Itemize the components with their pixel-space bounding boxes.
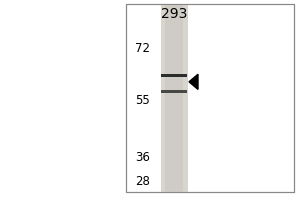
Polygon shape xyxy=(189,74,198,89)
Bar xyxy=(126,4,294,192)
Text: 293: 293 xyxy=(161,7,187,21)
Bar xyxy=(161,90,187,93)
Text: 28: 28 xyxy=(135,175,150,188)
Bar xyxy=(126,4,294,192)
Bar xyxy=(126,4,294,192)
Text: 72: 72 xyxy=(135,42,150,55)
Bar xyxy=(164,4,183,192)
Bar xyxy=(160,4,188,192)
Bar xyxy=(161,74,187,77)
Text: 36: 36 xyxy=(135,151,150,164)
Text: 55: 55 xyxy=(135,94,150,107)
